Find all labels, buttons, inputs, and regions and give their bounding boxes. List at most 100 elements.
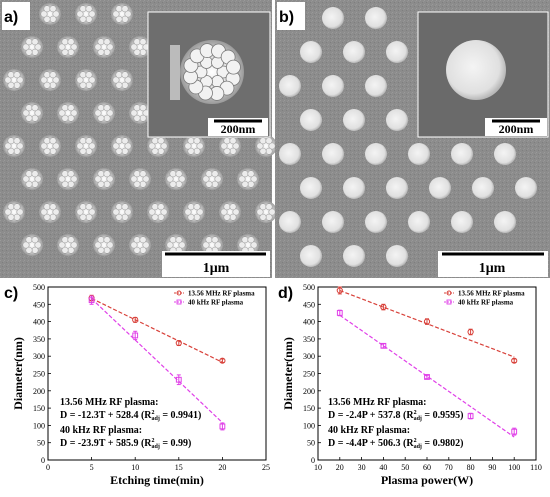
nanoflower-petal [142,175,150,183]
nanoflower-petal [103,38,111,46]
nanoflower-petal [259,213,267,221]
nanoflower-petal [157,213,165,221]
nanoflower-petal [112,76,120,84]
nanoflower-petal [103,114,111,122]
nanodisc [386,177,408,199]
legend-label: 13.56 MHz RF plasma [188,290,255,298]
nanoflower-petal [139,180,147,188]
nanoflower-petal [85,5,93,13]
nanodisc [515,177,537,199]
annotation-title: 40 kHz RF plasma: [328,425,410,436]
nanoflower-petal [67,236,75,244]
nanoflower-petal [25,48,33,56]
nanodisc [322,75,344,97]
nanoflower-petal [25,170,33,178]
data-point [336,310,343,316]
nanoflower-petal [76,10,84,18]
nanoflower-petal [259,137,267,145]
x-tick-label: 25 [262,463,270,472]
nanoflower-petal [43,213,51,221]
nanodisc [343,41,365,63]
y-tick-label: 200 [303,387,315,396]
nanoflower-petal [79,5,87,13]
panel-a-inset-petals [183,43,241,101]
panel-b-inset: 200nm [417,11,549,138]
nanoflower-petal [211,180,219,188]
data-point [380,342,387,349]
nanoflower-petal [223,137,231,145]
plot-frame [317,286,537,461]
nanoflower-petal [25,236,33,244]
y-tick-label: 500 [303,283,315,292]
nanoflower-petal [202,241,210,249]
nanodisc [300,41,322,63]
nanoflower-petal [139,48,147,56]
nanodisc [322,7,344,29]
nanoflower-petal [25,104,33,112]
nanoflower-petal [193,137,201,145]
nanoflower-petal [214,175,222,183]
nanoflower-petal [121,137,129,145]
nanodisc [279,75,301,97]
y-tick-label: 400 [303,318,315,327]
nanoflower-petal [88,76,96,84]
panel-b-letter: b) [279,9,294,26]
nanoflower-petal [43,15,51,23]
nanoflower-petal [160,208,168,216]
nanoflower-petal [52,208,60,216]
nanoflower-petal [34,109,42,117]
nanoflower-petal [121,15,129,23]
panel-b-inset-disc [446,40,506,100]
nanoflower-petal [229,147,237,155]
nanoflower-petal [88,142,96,150]
nanoflower-petal [205,170,213,178]
nanoflower-petal [22,109,30,117]
nanoflower-petal [34,241,42,249]
legend-marker [446,290,452,296]
panel-b-inset-scale-label: 200nm [499,122,534,136]
nanoflower-petal [139,170,147,178]
nanoflower-petal [85,81,93,89]
eq-main: D = -2.4P + 537.8 (R [328,410,414,421]
y-tick-label: 150 [303,404,315,413]
nanoflower-petal [7,81,15,89]
nanoflower-petal [31,104,39,112]
nanoflower-petal [115,5,123,13]
nanoflower-petal [256,142,264,150]
nanoflower-petal [124,76,132,84]
nanoflower-petal [76,208,84,216]
nanoflower-petal [124,142,132,150]
legend-label: 13.56 MHz RF plasma [458,290,525,298]
nanoflower-petal [139,104,147,112]
nanoflower-petal [106,43,114,51]
legend-label: 40 kHz RF plasma [188,299,244,307]
nanoflower-petal [94,241,102,249]
nanoflower-petal [259,203,267,211]
nanoflower-petal [139,236,147,244]
x-tick-label: 90 [488,463,496,472]
nanoflower-petal [94,43,102,51]
x-axis-title: Etching time(min) [110,473,204,487]
nanoflower-petal [52,10,60,18]
nanoflower-petal [169,236,177,244]
nanoflower-petal [43,81,51,89]
nanoflower-petal [232,142,240,150]
panel-a-letter: a) [4,9,18,26]
panel-b-letter-box [277,2,305,30]
panel-a-scale-label: 1μm [203,261,230,276]
nanoflower-petal [67,48,75,56]
nanoflower-petal [211,236,219,244]
nanoflower-petal [25,114,33,122]
x-tick-label: 60 [423,463,431,472]
nanoflower-petal [97,104,105,112]
annotation-equation: D = -4.4P + 506.3 (R2 adj = 0.9802) [328,438,463,450]
x-tick-label: 100 [508,463,520,472]
nanoflower-petal [13,137,21,145]
nanoflower-petal [229,213,237,221]
nanoflower-petal [223,213,231,221]
x-tick-label: 0 [46,463,50,472]
nanoflower-petal [79,203,87,211]
nanoflower-petal [241,236,249,244]
nanoflower-petal [70,43,78,51]
nanoflower-petal [124,208,132,216]
